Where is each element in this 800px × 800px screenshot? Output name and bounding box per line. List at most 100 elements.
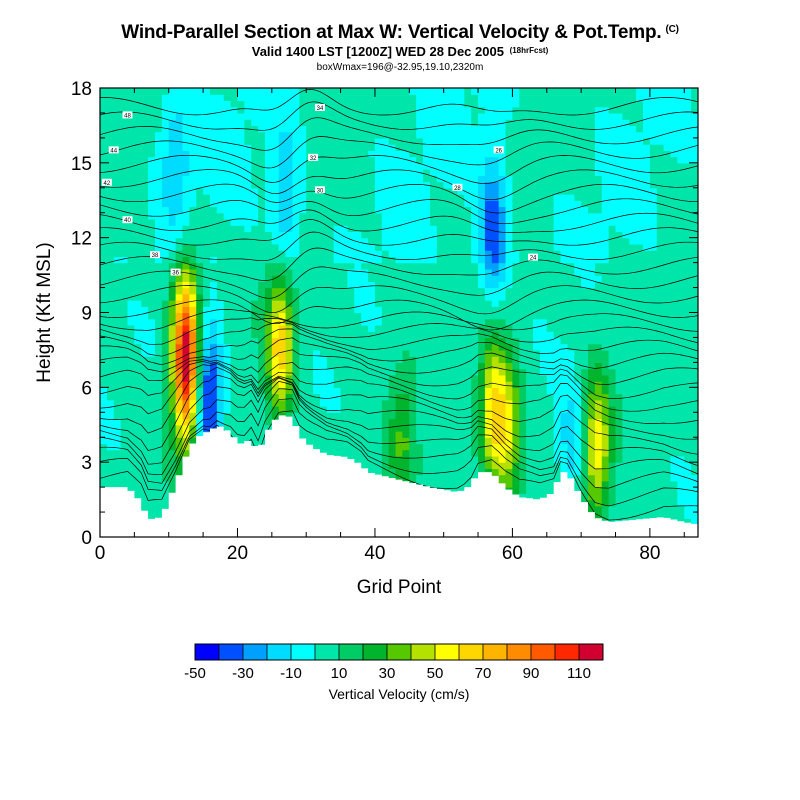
velocity-cell [354, 318, 362, 326]
velocity-cell [100, 231, 108, 239]
velocity-cell [299, 225, 307, 233]
velocity-cell [127, 349, 135, 357]
velocity-cell [491, 318, 500, 326]
velocity-cell [567, 437, 575, 445]
velocity-cell [271, 162, 280, 170]
velocity-cell [237, 349, 245, 357]
velocity-cell [175, 94, 184, 102]
velocity-cell [271, 187, 280, 195]
velocity-cell [478, 243, 486, 251]
velocity-cell [182, 175, 190, 183]
velocity-cell [546, 368, 555, 376]
velocity-cell [436, 137, 445, 145]
velocity-cell [161, 462, 170, 470]
velocity-cell [567, 169, 575, 176]
velocity-cell [450, 106, 459, 114]
velocity-cell [553, 381, 562, 388]
velocity-cell [278, 206, 287, 214]
velocity-cell [347, 243, 355, 251]
velocity-cell [196, 268, 204, 276]
velocity-cell [484, 218, 493, 226]
velocity-cell [134, 487, 142, 494]
velocity-cell [264, 144, 273, 151]
velocity-cell [533, 212, 541, 220]
velocity-cell [258, 362, 266, 370]
velocity-cell [285, 374, 294, 382]
velocity-cell [478, 106, 486, 114]
velocity-cell [299, 343, 307, 351]
velocity-cell [106, 268, 115, 276]
velocity-cell [519, 150, 527, 158]
velocity-cell [347, 406, 355, 413]
velocity-cell [161, 162, 170, 170]
velocity-cell [553, 449, 562, 457]
velocity-cell [436, 331, 445, 339]
velocity-cell [148, 505, 156, 513]
velocity-cell [223, 119, 232, 127]
velocity-cell [203, 312, 211, 320]
velocity-cell [526, 393, 534, 401]
velocity-cell [326, 100, 335, 108]
velocity-cell [484, 312, 493, 320]
velocity-cell [402, 462, 410, 470]
velocity-cell [113, 187, 122, 195]
velocity-cell [182, 225, 190, 233]
velocity-cell [271, 262, 280, 270]
velocity-cell [113, 112, 122, 120]
velocity-cell [127, 100, 135, 108]
velocity-cell [333, 275, 342, 282]
velocity-cell [512, 262, 520, 270]
velocity-cell [416, 349, 424, 357]
velocity-cell [175, 393, 184, 401]
velocity-cell [354, 225, 362, 233]
velocity-cell [168, 374, 177, 382]
velocity-cell [333, 268, 342, 276]
velocity-cell [388, 100, 397, 108]
velocity-cell [127, 268, 135, 276]
velocity-cell [560, 343, 568, 351]
velocity-cell [464, 262, 472, 270]
velocity-cell [519, 437, 527, 445]
velocity-cell [168, 218, 177, 226]
velocity-cell [505, 262, 514, 270]
velocity-cell [416, 387, 424, 395]
velocity-cell [381, 137, 390, 145]
velocity-cell [526, 243, 534, 251]
velocity-cell [416, 331, 424, 339]
velocity-cell [340, 119, 349, 127]
velocity-cell [203, 281, 211, 289]
velocity-cell [450, 462, 459, 470]
velocity-cell [258, 275, 266, 282]
velocity-cell [244, 362, 252, 370]
velocity-cell [113, 356, 122, 363]
velocity-cell [223, 312, 232, 320]
velocity-cell [209, 200, 218, 208]
velocity-cell [244, 218, 252, 226]
velocity-cell [237, 243, 245, 251]
velocity-cell [278, 131, 287, 139]
velocity-cell [436, 181, 445, 189]
velocity-cell [368, 356, 376, 363]
velocity-cell [374, 119, 383, 127]
velocity-cell [216, 324, 225, 332]
velocity-cell [306, 275, 314, 282]
velocity-cell [560, 262, 568, 270]
velocity-cell [429, 480, 438, 488]
velocity-cell [402, 318, 410, 326]
velocity-cell [223, 343, 232, 351]
velocity-cell [306, 262, 314, 270]
velocity-cell [443, 150, 452, 158]
velocity-cell [340, 287, 349, 295]
velocity-cell [443, 100, 452, 108]
velocity-cell [464, 300, 472, 307]
velocity-cell [402, 300, 410, 307]
velocity-cell [491, 162, 500, 170]
velocity-cell [436, 374, 445, 382]
velocity-cell [292, 293, 300, 301]
velocity-cell [539, 137, 548, 145]
velocity-cell [505, 368, 514, 376]
velocity-cell [539, 331, 548, 339]
velocity-cell [409, 144, 417, 151]
velocity-cell [134, 493, 142, 501]
velocity-cell [223, 144, 232, 151]
